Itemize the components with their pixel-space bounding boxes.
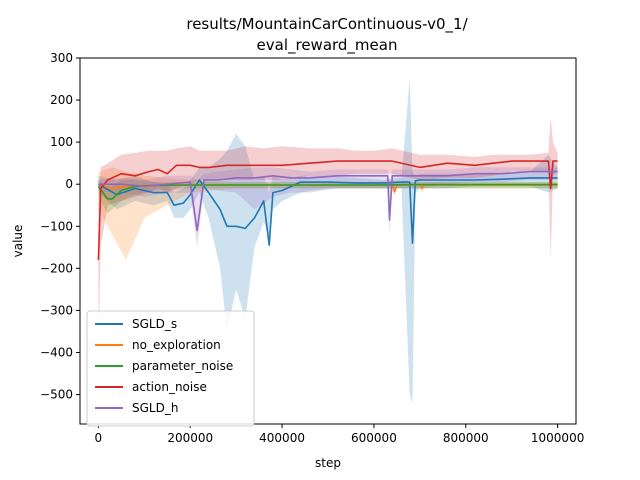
x-tick-label: 600000 [351,431,397,445]
y-axis-ticks: 300 200 100 0 −100 −200 −300 −400 −500 [40,51,80,402]
band-no-exploration [98,167,558,260]
legend-box [86,310,255,427]
line-sgld-s [98,177,558,246]
legend: SGLD_s no_exploration parameter_noiseactio… [86,310,255,427]
x-tick-label: 1000000 [531,431,584,445]
x-tick-label: 800000 [443,431,489,445]
y-tick-label: 300 [50,51,73,65]
y-tick-label: 100 [50,135,73,149]
x-tick-label: 400000 [259,431,305,445]
legend-label: SGLD_h [132,401,178,415]
y-tick-label: −300 [40,303,73,317]
x-tick-label: 200000 [167,431,213,445]
line-action-noise [97,160,558,260]
series-lines [97,160,558,260]
legend-label: no_exploration [132,338,221,352]
chart-title-line-1: results/MountainCarContinuous-v0_1/ [186,15,468,34]
y-tick-label: 0 [65,177,73,191]
y-tick-label: −400 [40,345,73,359]
legend-label: action_noise [132,380,207,394]
x-axis-label: step [315,456,341,470]
y-tick-label: −200 [40,261,73,275]
y-axis-label: value [11,225,25,258]
chart-title-line-2: eval_reward_mean [257,36,398,55]
legend-label: SGLD_s [132,317,177,331]
y-tick-label: −100 [40,219,73,233]
x-tick-label: 0 [95,431,103,445]
plot-frame [79,57,577,425]
line-sgld-h [98,170,558,232]
y-tick-label: −500 [40,388,73,402]
y-tick-label: 200 [50,93,73,107]
line-parameter-noise [97,183,558,200]
band-parameter-noise [98,180,558,214]
band-sgld-h [98,167,558,248]
x-axis-ticks: 0 200000 400000 600000 800000 1000000 [95,424,584,445]
legend-label: parameter_noise [132,359,233,373]
